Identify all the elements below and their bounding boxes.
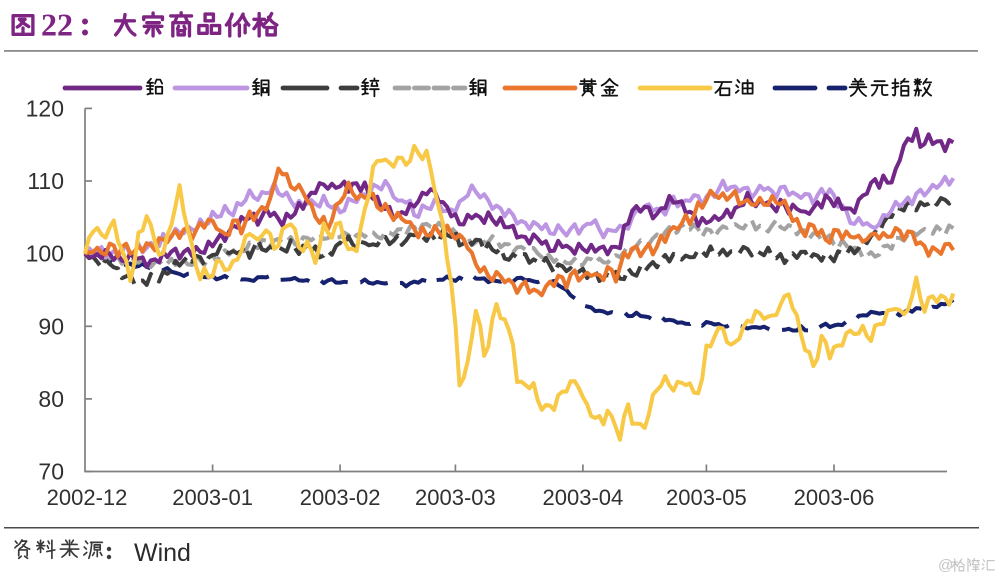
svg-text:2002-12: 2002-12 bbox=[47, 485, 128, 510]
svg-text:Wind: Wind bbox=[134, 539, 191, 567]
svg-text:22: 22 bbox=[41, 7, 73, 43]
svg-text:2003-01: 2003-01 bbox=[172, 485, 253, 510]
svg-text:110: 110 bbox=[27, 168, 64, 194]
svg-text:2003-04: 2003-04 bbox=[543, 485, 624, 510]
svg-text:100: 100 bbox=[26, 241, 64, 267]
svg-text:80: 80 bbox=[38, 386, 64, 412]
svg-text:2003-06: 2003-06 bbox=[794, 485, 875, 510]
svg-text:120: 120 bbox=[26, 95, 64, 121]
svg-text:2003-03: 2003-03 bbox=[415, 485, 496, 510]
svg-text:2003-02: 2003-02 bbox=[300, 485, 381, 510]
svg-text:70: 70 bbox=[38, 459, 64, 485]
svg-text:90: 90 bbox=[38, 313, 64, 339]
svg-text:2003-05: 2003-05 bbox=[666, 485, 747, 510]
svg-text:@: @ bbox=[938, 557, 953, 574]
